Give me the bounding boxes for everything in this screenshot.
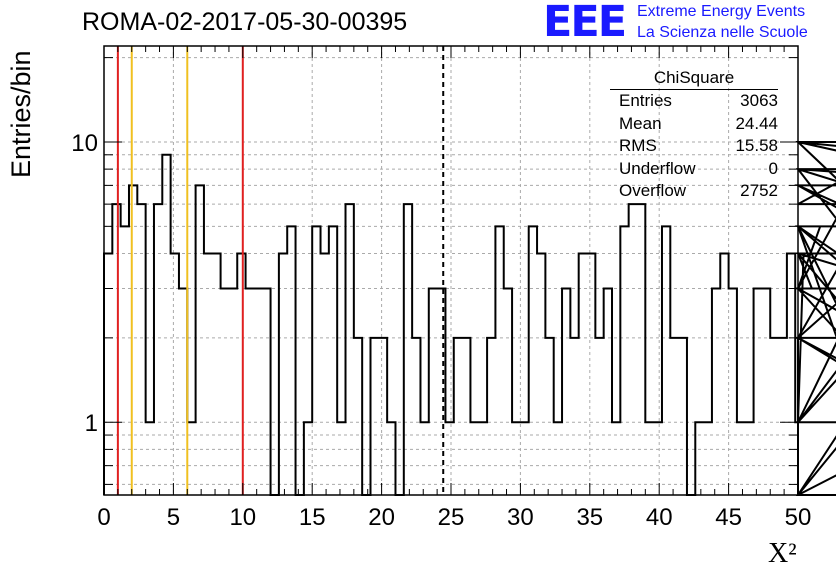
x-axis-label: X² — [768, 538, 797, 569]
x-tick-label: 45 — [715, 504, 742, 531]
stats-row-rms: RMS 15.58 — [610, 135, 778, 158]
stats-row-entries: Entries 3063 — [610, 90, 778, 113]
stats-value: 15.58 — [735, 136, 778, 155]
stats-value: 0 — [768, 158, 778, 178]
x-tick-label: 25 — [438, 504, 465, 531]
x-tick-label: 35 — [576, 504, 603, 531]
stats-row-underflow: Underflow 0 — [610, 158, 778, 181]
x-tick-label: 40 — [646, 504, 673, 531]
x-tick-label: 0 — [97, 504, 110, 531]
stats-value: 2752 — [740, 181, 778, 200]
stats-label: Mean — [619, 113, 662, 133]
stats-label: Underflow — [619, 158, 696, 178]
x-tick-label: 15 — [299, 504, 326, 531]
logo-line-2: La Scienza nelle Scuole — [637, 24, 808, 41]
eee-logo: EEE — [543, 0, 627, 47]
stats-label: Overflow — [619, 181, 687, 200]
x-tick-label: 20 — [368, 504, 395, 531]
stats-label: RMS — [619, 136, 657, 155]
x-tick-label: 5 — [167, 504, 180, 531]
page-title: ROMA-02-2017-05-30-00395 — [82, 8, 408, 36]
stats-box: ChiSquare Entries 3063 Mean 24.44 RMS 15.58… — [610, 66, 778, 203]
stats-row-overflow: Overflow 2752 — [610, 180, 778, 203]
stats-value: 3063 — [740, 91, 778, 110]
stats-title: ChiSquare — [610, 66, 778, 90]
stats-value: 24.44 — [735, 113, 778, 133]
stats-label: Entries — [619, 91, 672, 110]
y-tick-label: 1 — [85, 410, 98, 437]
y-tick-label: 10 — [71, 130, 98, 157]
stats-row-mean: Mean 24.44 — [610, 113, 778, 136]
logo-line-1: Extreme Energy Events — [637, 3, 806, 20]
x-tick-label: 10 — [229, 504, 256, 531]
x-tick-label: 50 — [785, 504, 812, 531]
x-tick-label: 30 — [507, 504, 534, 531]
